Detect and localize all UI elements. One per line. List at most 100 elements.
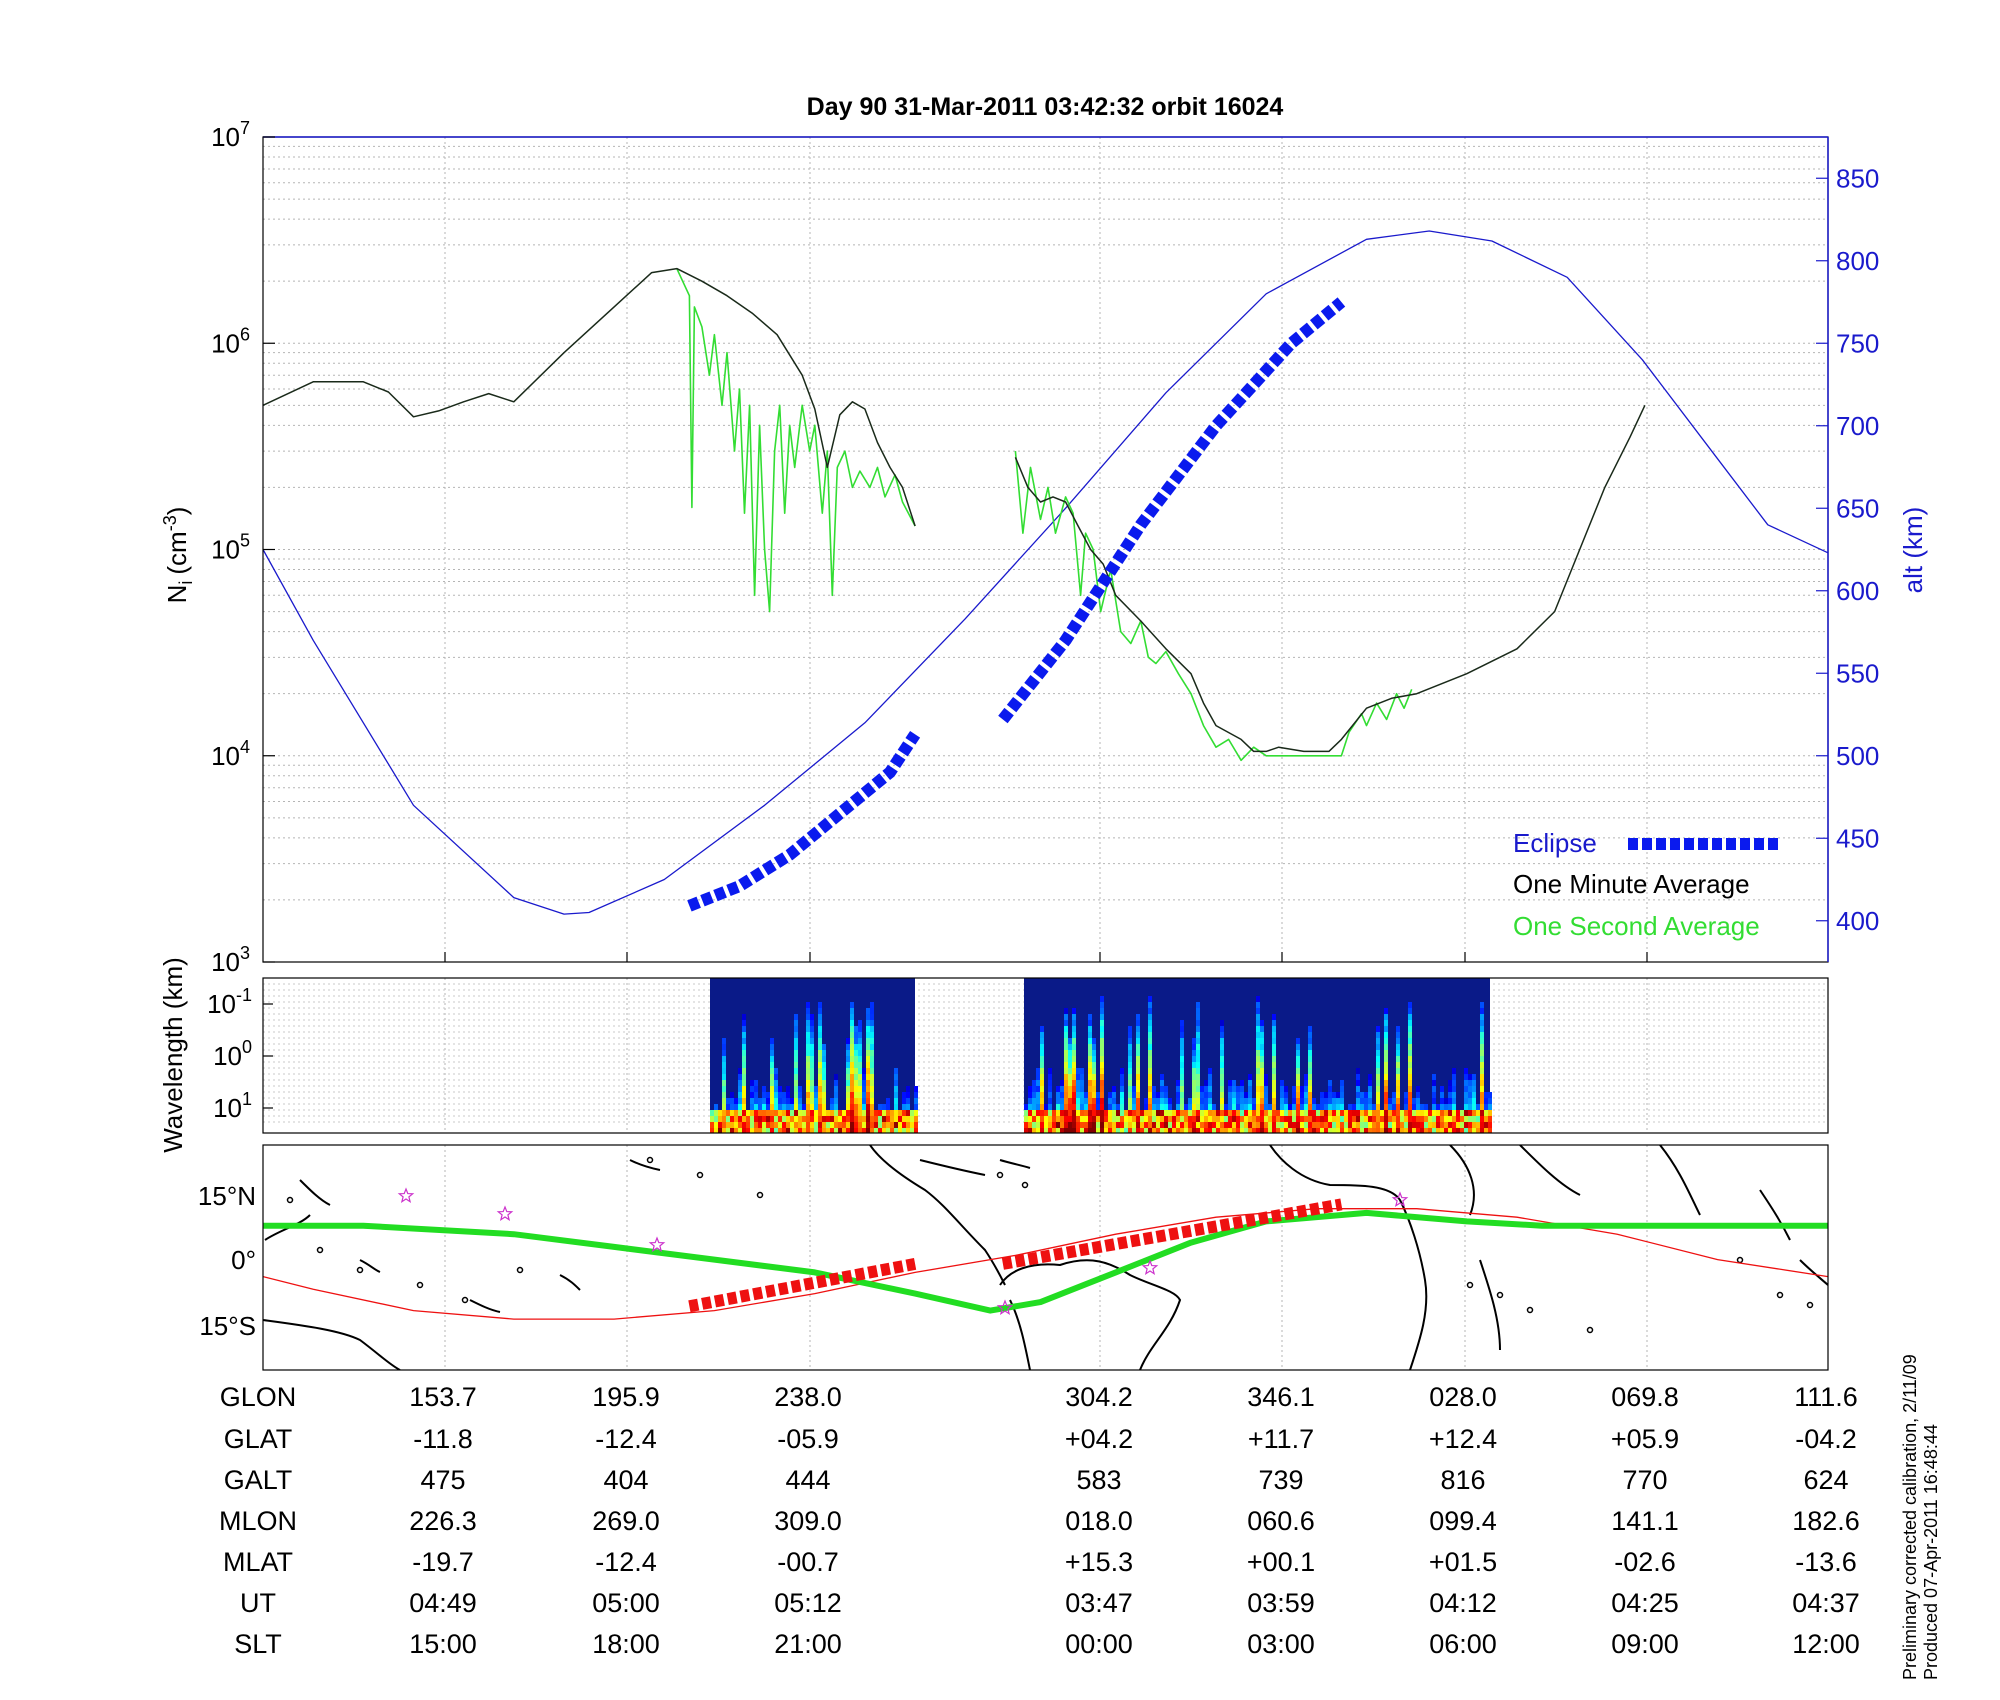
spectrogram-cell [878, 1104, 882, 1110]
spectrogram-cell [1356, 1128, 1360, 1133]
spectrogram-cell [906, 1098, 910, 1104]
spectrogram-cell [806, 1086, 810, 1092]
spectrogram-cell [1196, 1026, 1200, 1032]
spectrogram-cell [906, 1128, 910, 1133]
spectrogram-cell [1048, 1074, 1052, 1080]
star-marker [648, 1236, 666, 1253]
spectrogram-cell [1136, 1104, 1140, 1110]
spectrogram-cell [1204, 1128, 1208, 1133]
spectrogram-cell [1320, 1104, 1324, 1110]
spectrogram-cell [1420, 1110, 1424, 1116]
spectrogram-cell [1424, 1122, 1428, 1128]
spectrogram-cell [1356, 1086, 1360, 1092]
spectrogram-cell [1092, 1110, 1096, 1116]
spectrogram-cell [1024, 1122, 1028, 1128]
spectrogram-cell [882, 1128, 886, 1133]
spectrogram-cell [866, 1104, 870, 1110]
spectrogram-cell [858, 1086, 862, 1092]
spectrogram-cell [914, 1128, 918, 1133]
spectrogram-cell [1296, 1080, 1300, 1086]
spectrogram-cell [846, 1068, 850, 1074]
spectrogram-cell [1100, 1044, 1104, 1050]
spectrogram-cell [1440, 1086, 1444, 1092]
spectrogram-cell [850, 1122, 854, 1128]
spectrogram-cell [1484, 1116, 1488, 1122]
spectrogram-cell [866, 1032, 870, 1038]
island [996, 1171, 1004, 1179]
spectrogram-cell [1064, 1110, 1068, 1116]
spectrogram-cell [1292, 1116, 1296, 1122]
spectrogram-cell [1436, 1104, 1440, 1110]
spectrogram-cell [818, 1116, 822, 1122]
spectrogram-cell [850, 1104, 854, 1110]
spectrogram-cell [1432, 1098, 1436, 1104]
spectrogram-cell [1240, 1086, 1244, 1092]
spectrogram-cell [766, 1104, 770, 1110]
spectrogram-cell [886, 1128, 890, 1133]
spectrogram-cell [890, 1116, 894, 1122]
spectrogram-cell [1204, 1080, 1208, 1086]
spectrogram-cell [1196, 1122, 1200, 1128]
spectrogram-cell [1152, 1086, 1156, 1092]
spectrogram-cell [1192, 1110, 1196, 1116]
spectrogram-cell [1072, 1080, 1076, 1086]
spectrogram-cell [1068, 1086, 1072, 1092]
spectrogram-cell [1480, 1002, 1484, 1008]
spectrogram-cell [834, 1074, 838, 1080]
spectrogram-cell [1212, 1128, 1216, 1133]
spectrogram-cell [1136, 1026, 1140, 1032]
spectrogram-cell [894, 1128, 898, 1133]
spectrogram-cell [886, 1122, 890, 1128]
spectrogram-cell [1480, 1026, 1484, 1032]
spectrogram-cell [1092, 1128, 1096, 1133]
spectrogram-cell [1148, 1026, 1152, 1032]
spectrogram-cell [766, 1116, 770, 1122]
spectrogram-cell [742, 1116, 746, 1122]
spectrogram-cell [806, 1074, 810, 1080]
y-tick-label: 10-1 [207, 985, 252, 1019]
spectrogram-cell [1436, 1128, 1440, 1133]
spectrogram-cell [754, 1086, 758, 1092]
spectrogram-cell [1432, 1110, 1436, 1116]
spectrogram-cell [1120, 1074, 1124, 1080]
spectrogram-cell [1068, 1110, 1072, 1116]
spectrogram-cell [1360, 1104, 1364, 1110]
spectrogram-cell [1280, 1104, 1284, 1110]
spectrogram-cell [862, 1098, 866, 1104]
island [286, 1196, 294, 1204]
spectrogram-cell [1340, 1122, 1344, 1128]
spectrogram-cell [750, 1086, 754, 1092]
spectrogram-cell [1116, 1128, 1120, 1133]
y-right-tick-label: 750 [1836, 328, 1879, 358]
spectrogram-cell [866, 1020, 870, 1026]
spectrogram-cell [1220, 1056, 1224, 1062]
spectrogram-cell [1124, 1122, 1128, 1128]
spectrogram-cell [1196, 1014, 1200, 1020]
spectrogram-cell [1416, 1086, 1420, 1092]
spectrogram-cell [1080, 1068, 1084, 1074]
spectrogram-cell [1452, 1068, 1456, 1074]
spectrogram-cell [1464, 1074, 1468, 1080]
spectrogram-cell [1460, 1128, 1464, 1133]
spectrogram-cell [746, 1110, 750, 1116]
spectrogram-cell [1416, 1092, 1420, 1098]
spectrogram-cell [1368, 1074, 1372, 1080]
spectrogram-cell [1472, 1110, 1476, 1116]
spectrogram-cell [1112, 1092, 1116, 1098]
spectrogram-cell [1116, 1122, 1120, 1128]
spectrogram-cell [826, 1110, 830, 1116]
spectrogram-cell [858, 1074, 862, 1080]
spectrogram-cell [1384, 1068, 1388, 1074]
spectrogram-cell [1040, 1122, 1044, 1128]
spectrogram-cell [1308, 1032, 1312, 1038]
spectrogram-cell [1352, 1128, 1356, 1133]
spectrogram-cell [1148, 1002, 1152, 1008]
spectrogram-cell [1264, 1074, 1268, 1080]
spectrogram-cell [846, 1128, 850, 1133]
spectrogram-cell [1260, 1098, 1264, 1104]
spectrogram-cell [1328, 1080, 1332, 1086]
spectrogram-cell [858, 1044, 862, 1050]
spectrogram-cell [1412, 1122, 1416, 1128]
spectrogram-cell [906, 1122, 910, 1128]
spectrogram-cell [1236, 1092, 1240, 1098]
